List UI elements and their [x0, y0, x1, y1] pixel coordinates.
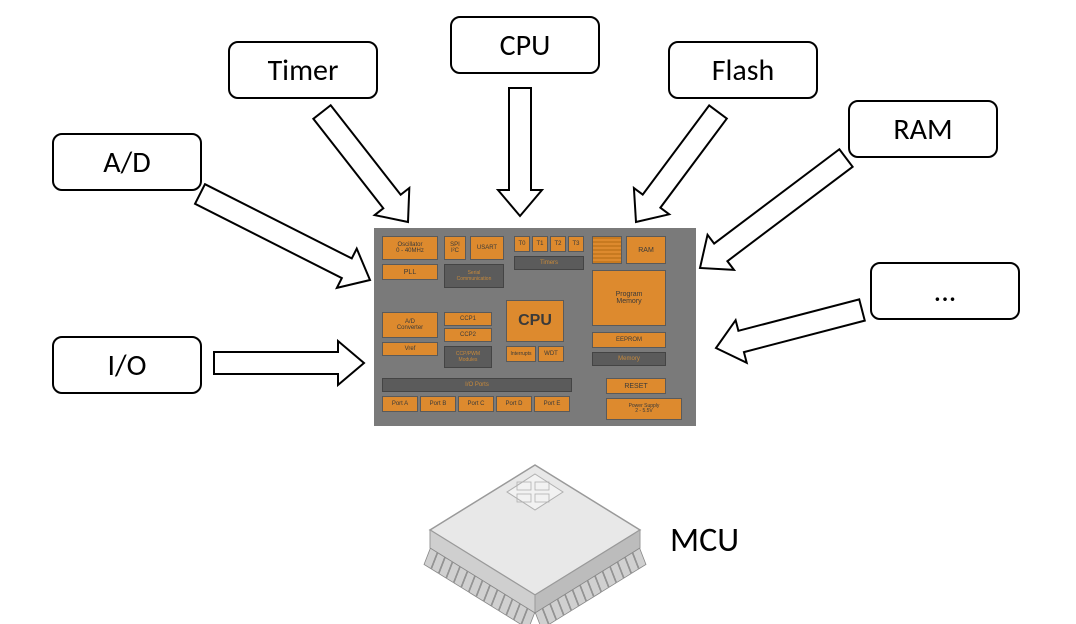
label-io: I/O [52, 336, 202, 394]
chip-block: WDT [538, 346, 564, 362]
chip-block: RESET [606, 378, 666, 394]
chip-block: I/O Ports [382, 378, 572, 392]
chip-block: USART [470, 236, 504, 260]
mcu-label: MCU [670, 520, 739, 561]
chip-block: Vref [382, 342, 438, 356]
arrow-timer [305, 98, 426, 235]
chip-block: T3 [568, 236, 584, 252]
chip-block: Port B [420, 396, 456, 412]
arrow-more [710, 289, 867, 370]
chip-block: Timers [514, 256, 584, 270]
chip-block: RAM [626, 236, 666, 264]
chip-package [424, 465, 646, 624]
chip-block: PLL [382, 264, 438, 280]
chip-block: Interrupts [506, 346, 536, 362]
arrow-flash [618, 99, 735, 235]
chip-block: CCP1 [444, 312, 492, 326]
chip-block: Port C [458, 396, 494, 412]
label-ram: RAM [848, 100, 998, 158]
label-flash: Flash [668, 41, 818, 99]
chip-block: T2 [550, 236, 566, 252]
label-more: ... [870, 262, 1020, 320]
arrow-ad [190, 174, 380, 299]
chip-block: T0 [514, 236, 530, 252]
arrow-ram [687, 140, 859, 285]
chip-block: Serial Communication [444, 264, 504, 288]
chip-block: EEPROM [592, 332, 666, 348]
chip-block: T1 [532, 236, 548, 252]
label-timer: Timer [228, 41, 378, 99]
chip-block: Memory [592, 352, 666, 366]
mcu-block-diagram: Oscillator 0 - 40MHz PLL SPI I²CUSART Seria… [374, 228, 696, 426]
label-ad: A/D [52, 133, 202, 191]
chip-block: Power Supply 2 - 5.5V [606, 398, 682, 420]
label-cpu: CPU [450, 16, 600, 74]
chip-block: Port D [496, 396, 532, 412]
chip-block: Program Memory [592, 270, 666, 326]
chip-block: A/D Converter [382, 312, 438, 338]
chip-block: Port A [382, 396, 418, 412]
chip-block: Oscillator 0 - 40MHz [382, 236, 438, 260]
arrow-cpu [498, 88, 542, 216]
chip-block: CPU [506, 300, 564, 342]
chip-block: SPI I²C [444, 236, 466, 260]
chip-block: Port E [534, 396, 570, 412]
chip-block [592, 236, 622, 264]
chip-block: CCP2 [444, 328, 492, 342]
arrow-io [214, 341, 364, 385]
chip-block: CCP/PWM Modules [444, 346, 492, 368]
